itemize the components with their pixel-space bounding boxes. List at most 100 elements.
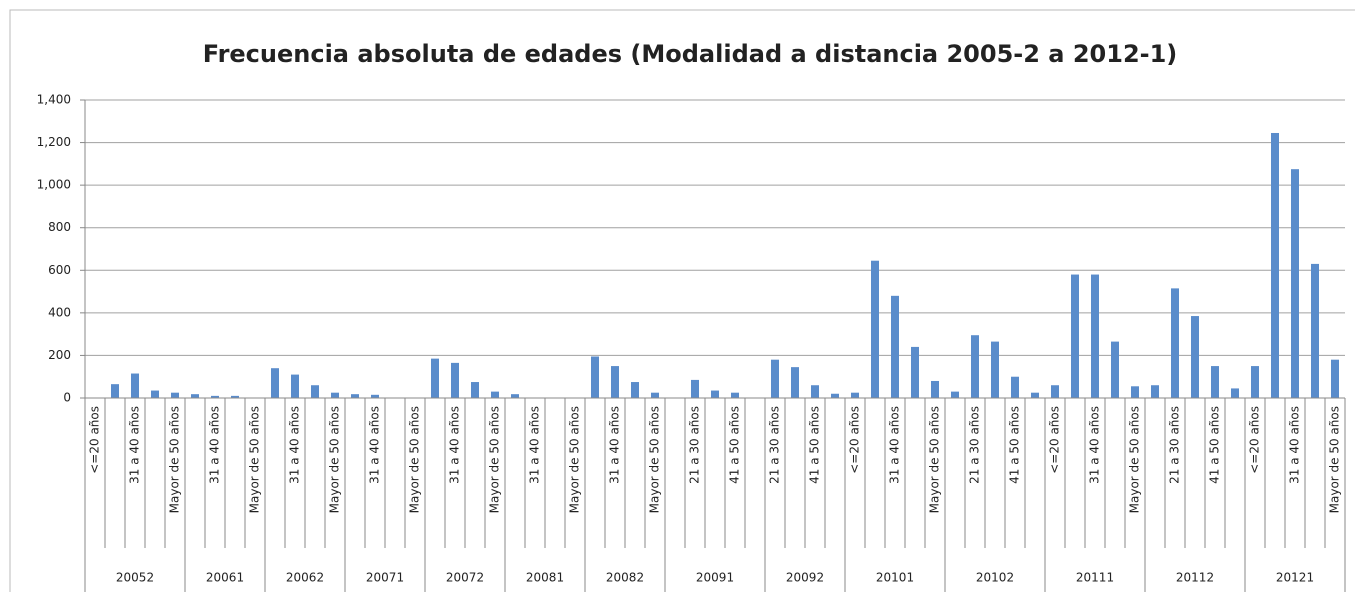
bar [691,379,699,398]
x-tick-label: 31 a 40 años [528,406,542,484]
bar [1331,359,1339,398]
group-label: 20111 [1076,571,1114,585]
bar [1291,169,1299,398]
x-tick-label: 21 a 30 años [688,406,702,484]
x-tick-label: 31 a 40 años [368,406,382,484]
x-tick-label: 31 a 40 años [1288,406,1302,484]
y-tick-label: 1,000 [37,178,71,192]
x-tick-label: Mayor de 50 años [408,406,422,513]
x-tick-label: Mayor de 50 años [568,406,582,513]
bar [511,394,519,398]
group-label: 20062 [286,571,324,585]
x-tick-label: 41 a 50 años [728,406,742,484]
bar [1311,263,1319,398]
bar [831,393,839,398]
bar [771,359,779,398]
bar [1231,388,1239,398]
group-label: 20072 [446,571,484,585]
x-tick-label: 31 a 40 años [128,406,142,484]
bar [631,382,639,398]
bar [111,384,119,398]
bar [451,362,459,398]
group-label: 20052 [116,571,154,585]
bar [891,295,899,398]
bar [471,382,479,398]
bar [871,260,879,398]
y-tick-label: 0 [63,391,71,405]
x-tick-label: 21 a 30 años [1168,406,1182,484]
bar [711,390,719,398]
bar [851,392,859,398]
bar [1151,385,1159,398]
y-tick-label: 400 [48,305,71,319]
bar [791,367,799,398]
bar [1051,385,1059,398]
x-tick-label: 41 a 50 años [808,406,822,484]
bar [151,390,159,398]
bar [171,392,179,398]
bar [591,356,599,398]
x-tick-label: Mayor de 50 años [1128,406,1142,513]
bar [131,373,139,398]
group-label: 20081 [526,571,564,585]
x-tick-label: 31 a 40 años [1088,406,1102,484]
bar [651,392,659,398]
group-label: 20102 [976,571,1014,585]
bar [971,335,979,398]
x-tick-label: <=20 años [88,406,102,474]
x-tick-label: Mayor de 50 años [328,406,342,513]
x-tick-label: <=20 años [848,406,862,474]
x-tick-label: 31 a 40 años [608,406,622,484]
bar [1211,366,1219,398]
group-label: 20082 [606,571,644,585]
bar [731,392,739,398]
x-tick-label: Mayor de 50 años [248,406,262,513]
group-label: 20121 [1276,571,1314,585]
bar [811,385,819,398]
bar [1271,132,1279,398]
x-tick-label: <=20 años [1248,406,1262,474]
bar [931,380,939,398]
y-tick-label: 1,400 [37,93,71,107]
x-tick-label: Mayor de 50 años [648,406,662,513]
x-tick-label: Mayor de 50 años [1328,406,1342,513]
group-label: 20092 [786,571,824,585]
bar [951,391,959,398]
x-tick-label: 41 a 50 años [1008,406,1022,484]
group-label: 20071 [366,571,404,585]
x-tick-label: Mayor de 50 años [488,406,502,513]
y-tick-label: 1,200 [37,135,71,149]
x-tick-label: 31 a 40 años [208,406,222,484]
y-tick-label: 200 [48,348,71,362]
bar [311,385,319,398]
y-tick-label: 600 [48,263,71,277]
x-tick-label: <=20 años [1048,406,1062,474]
bar [351,394,359,398]
x-tick-label: Mayor de 50 años [928,406,942,513]
group-label: 20061 [206,571,244,585]
bar [271,368,279,398]
bar [291,374,299,398]
bar [191,394,199,398]
group-label: 20101 [876,571,914,585]
bar [491,391,499,398]
bar [911,346,919,398]
chart-title: Frecuencia absoluta de edades (Modalidad… [203,40,1178,68]
x-tick-label: 21 a 30 años [968,406,982,484]
x-tick-label: 31 a 40 años [448,406,462,484]
x-tick-label: 31 a 40 años [888,406,902,484]
bar [1011,376,1019,398]
chart-frame [9,9,1355,592]
bar [1131,386,1139,398]
y-tick-label: 800 [48,220,71,234]
x-tick-label: 41 a 50 años [1208,406,1222,484]
bar [331,392,339,398]
bar [431,358,439,398]
bar [211,395,219,398]
bar [991,341,999,398]
bar [1031,392,1039,398]
bar [1191,316,1199,398]
bar [231,395,239,398]
bar [1251,366,1259,398]
